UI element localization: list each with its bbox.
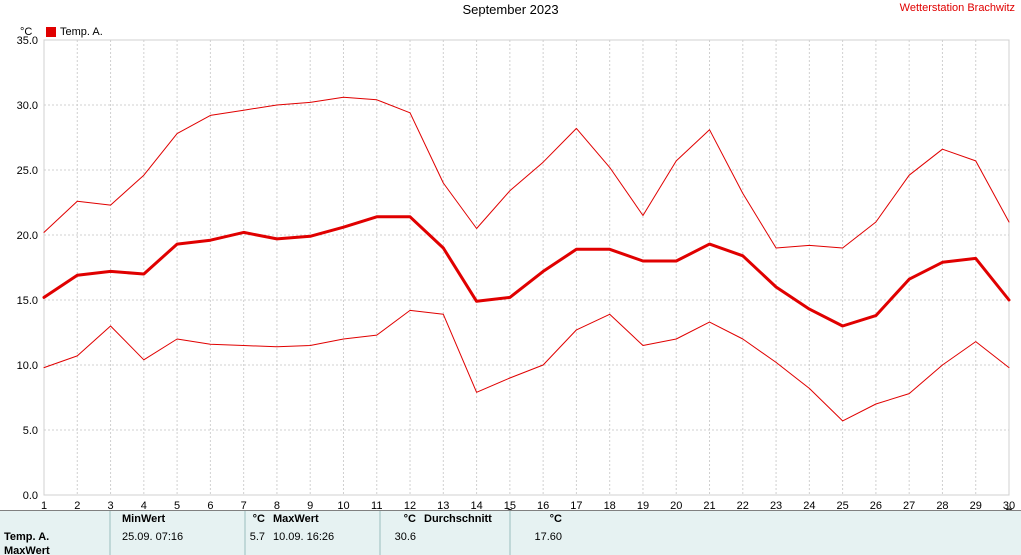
svg-text:12: 12 bbox=[404, 500, 416, 510]
svg-text:26: 26 bbox=[870, 500, 882, 510]
svg-text:15.0: 15.0 bbox=[17, 295, 38, 307]
svg-text:20: 20 bbox=[670, 500, 682, 510]
table-header-min-unit: °C bbox=[231, 513, 269, 525]
table-row: Temp. A. 25.09. 07:16 5.7 10.09. 16:26 3… bbox=[0, 528, 1021, 546]
row-avg-val: 17.60 bbox=[518, 531, 566, 543]
svg-text:10: 10 bbox=[337, 500, 349, 510]
legend-swatch bbox=[46, 27, 56, 37]
svg-text:30.0: 30.0 bbox=[17, 100, 38, 112]
table-row-truncated: MaxWert bbox=[0, 546, 1021, 555]
svg-text:29: 29 bbox=[970, 500, 982, 510]
row-label-truncated: MaxWert bbox=[0, 546, 118, 555]
svg-text:7: 7 bbox=[241, 500, 247, 510]
svg-text:18: 18 bbox=[604, 500, 616, 510]
summary-table: MinWert °C MaxWert °C Durchschnitt °C Te… bbox=[0, 510, 1021, 555]
svg-text:28: 28 bbox=[936, 500, 948, 510]
row-label: Temp. A. bbox=[0, 531, 118, 543]
svg-text:0.0: 0.0 bbox=[23, 490, 38, 502]
row-max-val: 30.6 bbox=[382, 531, 420, 543]
svg-text:13: 13 bbox=[437, 500, 449, 510]
svg-text:4: 4 bbox=[141, 500, 147, 510]
svg-text:16: 16 bbox=[537, 500, 549, 510]
row-min-time: 25.09. 07:16 bbox=[118, 531, 231, 543]
station-label: Wetterstation Brachwitz bbox=[900, 2, 1015, 14]
chart-title: September 2023 bbox=[0, 2, 1021, 17]
svg-text:24: 24 bbox=[803, 500, 815, 510]
legend: Temp. A. bbox=[46, 26, 103, 38]
table-header-avg: Durchschnitt bbox=[420, 513, 518, 525]
table-header-min: MinWert bbox=[118, 513, 231, 525]
svg-text:21: 21 bbox=[703, 500, 715, 510]
svg-text:8: 8 bbox=[274, 500, 280, 510]
svg-text:1: 1 bbox=[41, 500, 47, 510]
svg-text:17: 17 bbox=[570, 500, 582, 510]
svg-text:10.0: 10.0 bbox=[17, 360, 38, 372]
row-max-time: 10.09. 16:26 bbox=[269, 531, 382, 543]
svg-text:23: 23 bbox=[770, 500, 782, 510]
svg-text:19: 19 bbox=[637, 500, 649, 510]
chart-panel: September 2023 Wetterstation Brachwitz °… bbox=[0, 0, 1021, 510]
svg-text:5: 5 bbox=[174, 500, 180, 510]
svg-text:6: 6 bbox=[207, 500, 213, 510]
svg-text:25.0: 25.0 bbox=[17, 165, 38, 177]
svg-text:2: 2 bbox=[74, 500, 80, 510]
row-min-val: 5.7 bbox=[231, 531, 269, 543]
svg-text:22: 22 bbox=[737, 500, 749, 510]
svg-text:3: 3 bbox=[107, 500, 113, 510]
table-header-avg-unit: °C bbox=[518, 513, 566, 525]
svg-text:9: 9 bbox=[307, 500, 313, 510]
table-header-row: MinWert °C MaxWert °C Durchschnitt °C bbox=[0, 510, 1021, 528]
svg-text:20.0: 20.0 bbox=[17, 230, 38, 242]
legend-label: Temp. A. bbox=[60, 26, 103, 38]
svg-text:14: 14 bbox=[470, 500, 482, 510]
svg-text:15: 15 bbox=[504, 500, 516, 510]
svg-text:5.0: 5.0 bbox=[23, 425, 38, 437]
svg-text:27: 27 bbox=[903, 500, 915, 510]
svg-text:25: 25 bbox=[836, 500, 848, 510]
chart-svg: 0.05.010.015.020.025.030.035.01234567891… bbox=[0, 0, 1021, 510]
svg-text:11: 11 bbox=[371, 500, 382, 510]
table-header-max: MaxWert bbox=[269, 513, 382, 525]
table-header-max-unit: °C bbox=[382, 513, 420, 525]
y-axis-unit: °C bbox=[20, 26, 32, 38]
